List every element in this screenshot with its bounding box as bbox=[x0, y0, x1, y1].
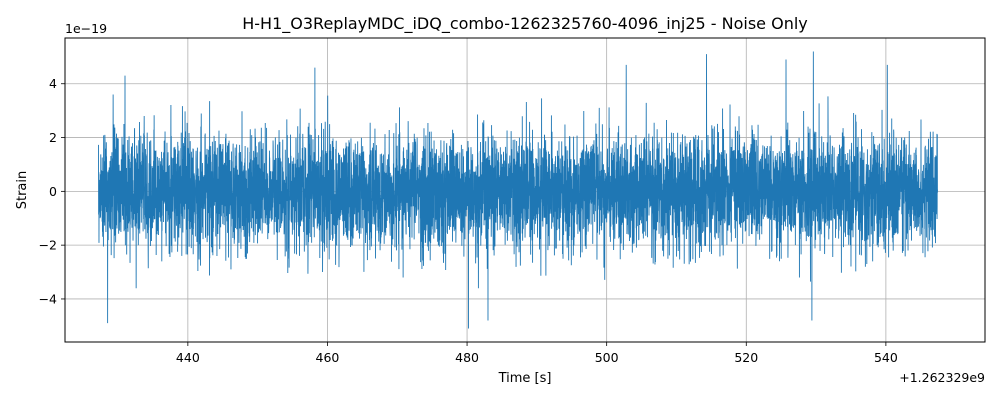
y-axis-scale-label: 1e−19 bbox=[65, 21, 107, 36]
chart-title: H-H1_O3ReplayMDC_iDQ_combo-1262325760-40… bbox=[242, 14, 808, 34]
y-tick-label: −4 bbox=[39, 291, 57, 306]
x-axis-ticks: 440 460 480 500 520 540 bbox=[176, 342, 898, 365]
y-axis-ticks: −4 −2 0 2 4 bbox=[39, 76, 65, 306]
plot-area-frame bbox=[64, 37, 986, 343]
strain-series-line bbox=[98, 51, 938, 329]
x-tick-label: 480 bbox=[455, 350, 479, 365]
y-tick-label: −2 bbox=[39, 238, 57, 253]
y-tick-label: 0 bbox=[49, 184, 57, 199]
y-tick-label: 2 bbox=[49, 130, 57, 145]
y-tick-label: 4 bbox=[49, 76, 57, 91]
data-series bbox=[98, 51, 938, 329]
y-axis-label: Strain bbox=[15, 171, 30, 210]
x-axis-offset-label: +1.262329e9 bbox=[899, 370, 985, 385]
x-tick-label: 460 bbox=[316, 350, 340, 365]
x-tick-label: 520 bbox=[734, 350, 758, 365]
x-tick-label: 500 bbox=[595, 350, 619, 365]
x-axis-label: Time [s] bbox=[498, 371, 552, 386]
x-tick-label: 540 bbox=[874, 350, 898, 365]
x-tick-label: 440 bbox=[176, 350, 200, 365]
